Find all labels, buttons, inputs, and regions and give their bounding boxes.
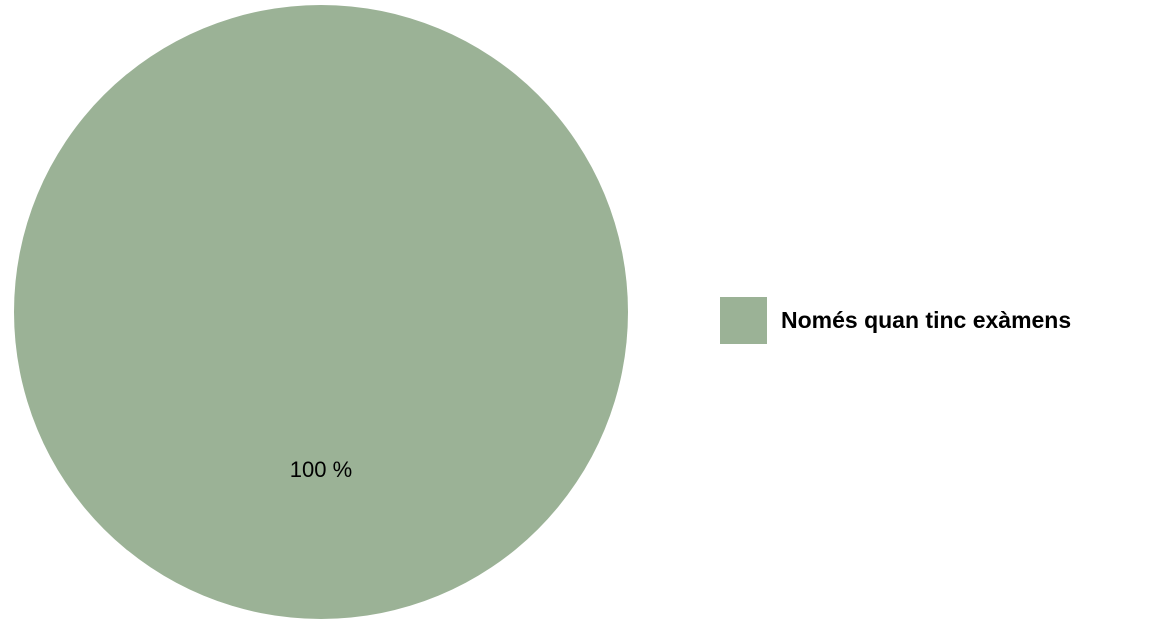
- slice-value-label: 100 %: [290, 457, 352, 482]
- pie-slice-labels: 100 %: [290, 457, 352, 482]
- legend-swatch: [720, 297, 767, 344]
- legend-label: Només quan tinc exàmens: [781, 307, 1071, 333]
- pie-slices: [14, 5, 628, 619]
- legend: Només quan tinc exàmens: [720, 297, 1071, 344]
- pie-slice: [14, 5, 628, 619]
